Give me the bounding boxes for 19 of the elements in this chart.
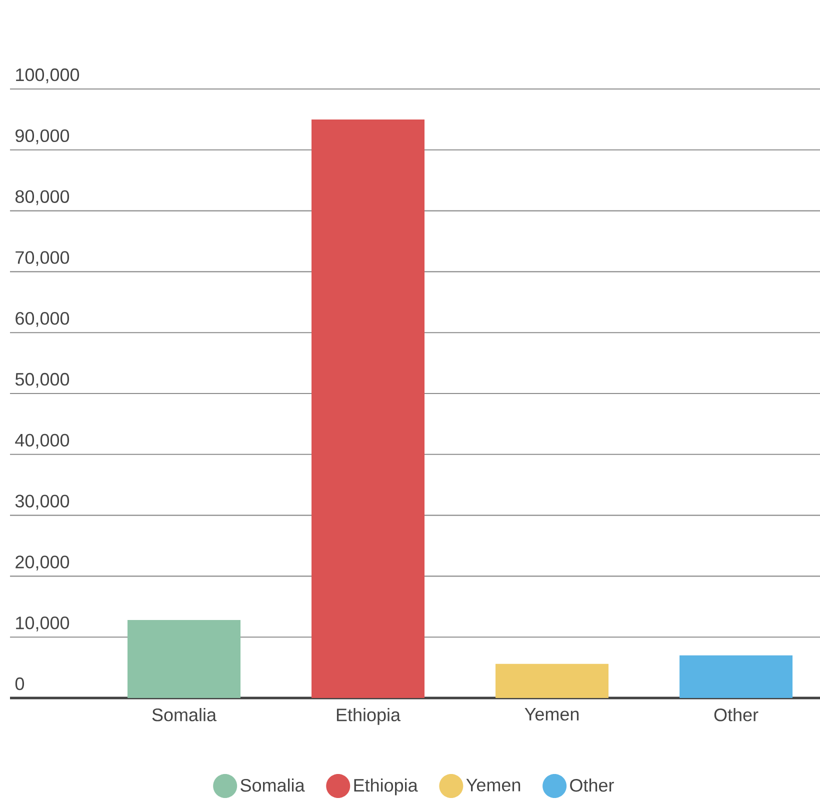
y-tick-label: 40,000: [15, 434, 70, 449]
y-tick-label: 20,000: [16, 556, 70, 570]
y-tick-label: 100,000: [16, 68, 80, 84]
y-tick-label: 50,000: [15, 372, 70, 388]
x-tick-label: Ethiopia: [336, 708, 401, 725]
y-tick-label: 10,000: [16, 616, 70, 632]
x-tick-label: Somalia: [152, 708, 217, 722]
legend-label: Ethiopia: [354, 778, 418, 796]
x-tick-label: Yemen: [524, 708, 579, 721]
x-tick-label: Other: [714, 708, 758, 722]
y-tick-label: 0: [15, 677, 24, 690]
y-tick-label: 30,000: [15, 494, 70, 510]
y-tick-label: 70,000: [16, 251, 70, 266]
y-tick-label: 60,000: [16, 312, 70, 327]
legend-label: Yemen: [466, 778, 520, 792]
y-tick-label: 80,000: [15, 190, 70, 206]
legend-label: Other: [570, 778, 614, 792]
legend-label: Somalia: [240, 778, 305, 792]
y-tick-label: 90,000: [16, 129, 70, 144]
